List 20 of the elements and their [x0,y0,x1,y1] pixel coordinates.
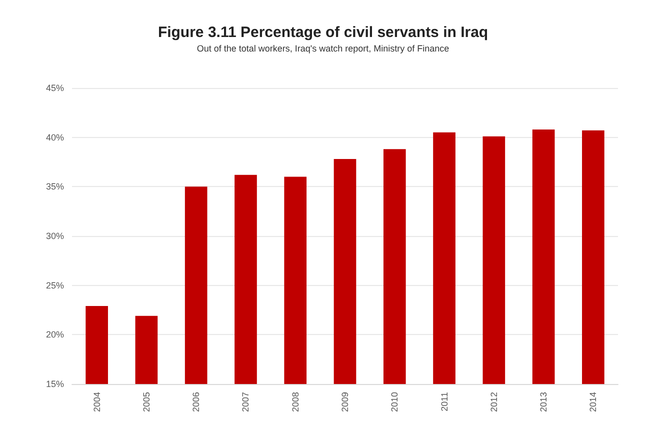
x-tick-label: 2013 [538,392,549,412]
y-tick-label: 40% [46,132,64,142]
x-tick-label: 2009 [340,392,350,412]
y-tick-label: 15% [46,379,64,389]
y-tick-label: 20% [46,330,64,340]
x-tick-label: 2010 [390,392,400,412]
y-tick-label: 45% [46,83,64,93]
x-tick-label: 2012 [488,392,499,412]
chart-title: Figure 3.11 Percentage of civil servants in Iraq [158,24,488,41]
x-tick-label: 2011 [439,392,450,412]
x-tick-label: 2008 [290,392,300,412]
y-tick-label: 25% [46,280,64,290]
x-tick-label: 2004 [92,392,102,412]
y-tick-label: 30% [46,231,64,241]
x-tick-label: 2005 [141,392,152,412]
y-tick-label: 35% [46,182,64,192]
x-tick-label: 2014 [588,392,598,412]
x-tick-label: 2007 [240,392,251,412]
chart-subtitle: Out of the total workers, Iraq's watch report, Ministry of Finance [196,44,450,54]
x-tick-label: 2006 [191,392,202,412]
